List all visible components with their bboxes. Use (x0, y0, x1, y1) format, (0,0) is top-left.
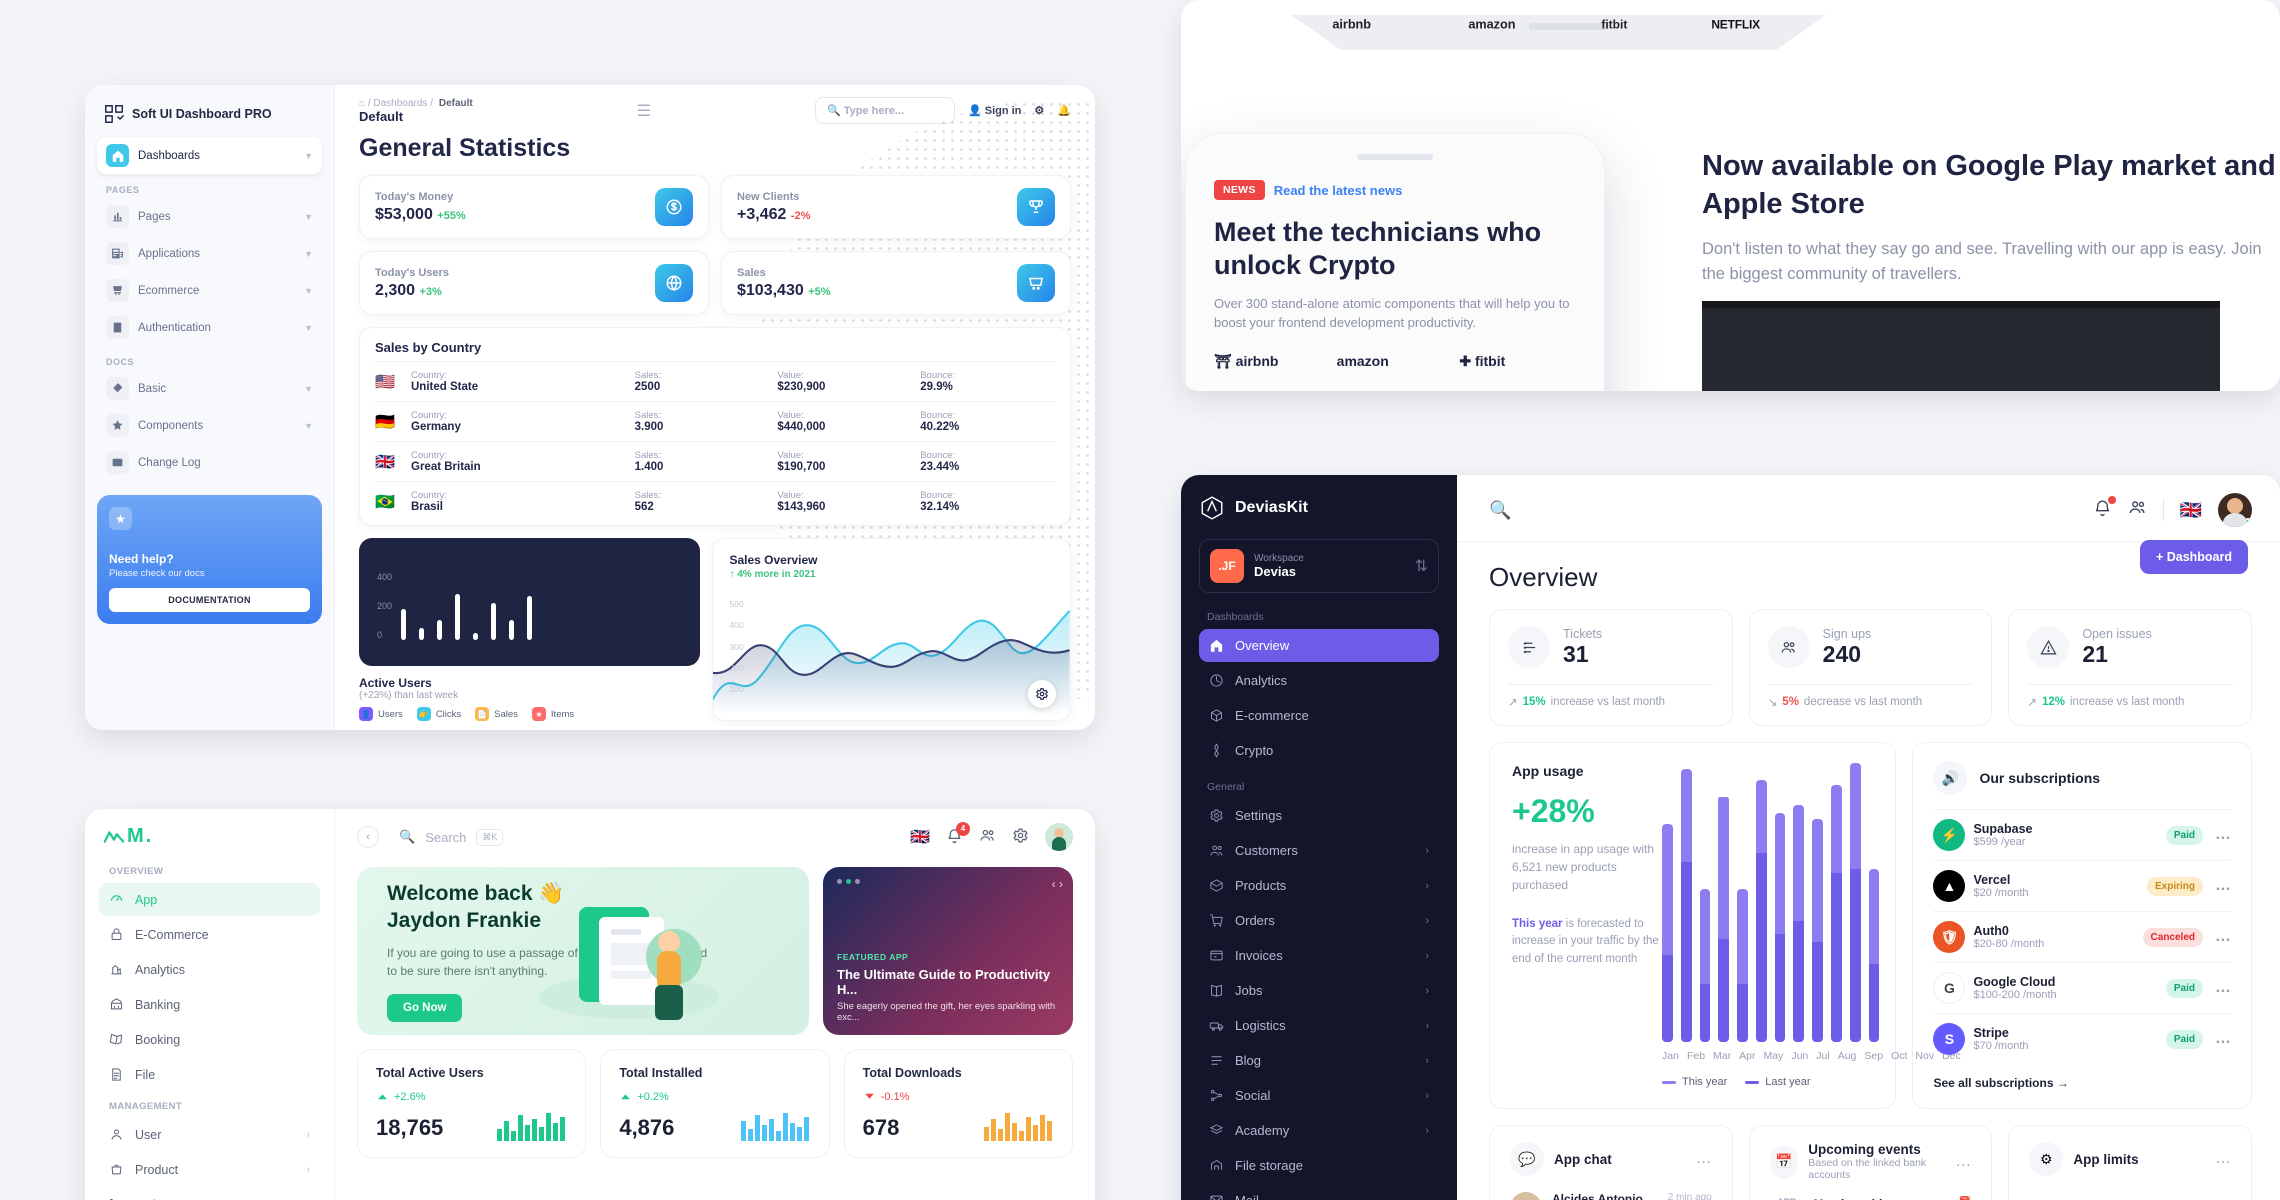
svg-text:NETFLIX: NETFLIX (1711, 18, 1760, 32)
svg-text:fitbit: fitbit (1601, 18, 1627, 32)
svg-text:amazon: amazon (1468, 18, 1515, 32)
svg-text:airbnb: airbnb (1332, 18, 1371, 32)
